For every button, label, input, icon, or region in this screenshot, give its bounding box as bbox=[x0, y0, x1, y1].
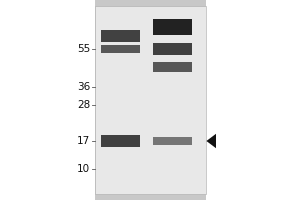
Bar bbox=[153, 137, 192, 145]
Bar bbox=[100, 30, 140, 42]
Bar bbox=[153, 19, 192, 35]
Bar bbox=[153, 43, 192, 55]
Bar bbox=[100, 45, 140, 53]
Text: 17: 17 bbox=[77, 136, 90, 146]
Bar bbox=[94, 6, 206, 194]
Text: 28: 28 bbox=[77, 100, 90, 110]
Bar bbox=[206, 0, 300, 200]
Polygon shape bbox=[206, 134, 216, 148]
Text: 55: 55 bbox=[77, 44, 90, 54]
Text: 10: 10 bbox=[77, 164, 90, 174]
Bar bbox=[100, 135, 140, 147]
Bar bbox=[0, 0, 94, 200]
Text: 36: 36 bbox=[77, 82, 90, 92]
Bar bbox=[153, 62, 192, 72]
